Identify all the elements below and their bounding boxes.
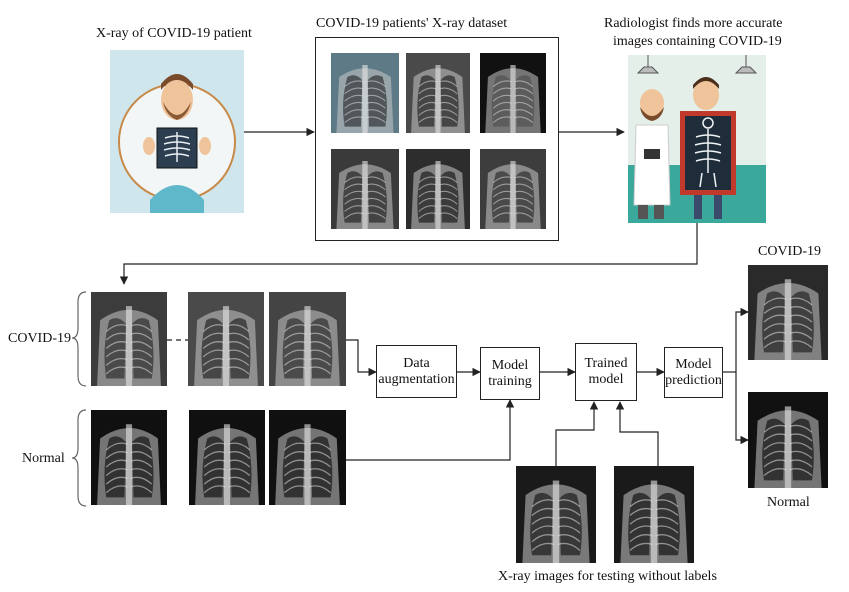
dataset-xray-4 <box>331 149 399 229</box>
covid-row-xray-1 <box>91 292 167 386</box>
model-prediction-line2: prediction <box>665 372 722 388</box>
model-prediction-box: Model prediction <box>664 347 723 398</box>
testing-label: X-ray images for testing without labels <box>498 569 717 584</box>
dataset-label: COVID-19 patients' X-ray dataset <box>316 16 508 31</box>
dataset-xray-6 <box>480 149 546 229</box>
patient-label: X-ray of COVID-19 patient <box>96 26 252 41</box>
normal-output-label: Normal <box>767 495 810 510</box>
patient-illustration <box>110 50 244 213</box>
arrow-test-left-to-trained <box>555 401 599 466</box>
arrow-to-covid-output <box>735 307 749 372</box>
dataset-xray-5 <box>406 149 470 229</box>
radiologist-label-line1: Radiologist finds more accurate <box>604 16 783 31</box>
normal-row-xray-3 <box>269 410 346 505</box>
test-xray-1 <box>516 466 596 563</box>
trained-model-box: Trained model <box>575 343 637 401</box>
data-augmentation-box: Data augmentation <box>376 345 457 398</box>
dataset-xray-1 <box>331 53 399 133</box>
covid-row-xray-3 <box>269 292 346 386</box>
normal-output-xray <box>748 392 828 488</box>
dataset-frame <box>315 37 559 241</box>
arrow-test-right-to-trained <box>615 401 659 466</box>
radiologist-label-line2: images containing COVID-19 <box>613 34 782 49</box>
arrow-normal-to-training <box>346 399 515 461</box>
covid-output-xray <box>748 265 828 360</box>
model-training-line2: training <box>488 373 532 389</box>
model-prediction-line1: Model <box>675 356 712 372</box>
dataset-xray-3 <box>480 53 546 133</box>
radiologist-illustration <box>628 55 766 223</box>
covid-row-xray-2 <box>188 292 264 386</box>
covid-brace <box>71 291 87 387</box>
normal-row-xray-2 <box>189 410 265 505</box>
model-training-box: Model training <box>480 347 540 400</box>
trained-model-line2: model <box>588 372 624 387</box>
covid-class-label: COVID-19 <box>8 331 71 346</box>
data-augmentation-line1: Data <box>403 355 430 371</box>
model-training-line1: Model <box>491 357 529 373</box>
data-augmentation-line2: augmentation <box>378 371 455 387</box>
covid-output-label: COVID-19 <box>758 244 821 259</box>
dataset-xray-2 <box>406 53 470 133</box>
arrow-covid-to-augmentation <box>346 339 377 377</box>
normal-class-label: Normal <box>22 451 65 466</box>
trained-model-line1: Trained <box>584 356 628 371</box>
test-xray-2 <box>614 466 694 563</box>
arrow-to-normal-output <box>735 372 749 445</box>
normal-brace <box>71 409 87 507</box>
normal-row-xray-1 <box>91 410 167 505</box>
